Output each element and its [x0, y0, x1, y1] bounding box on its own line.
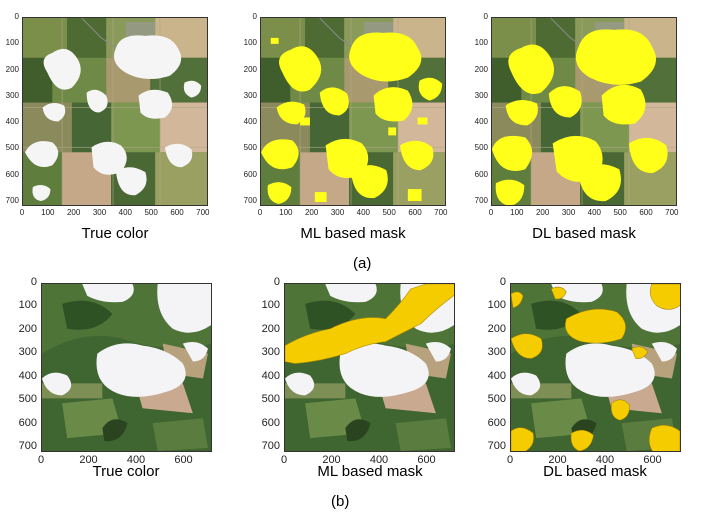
x-tick-label: 0 — [280, 454, 288, 466]
y-tick-label: 700 — [5, 195, 19, 205]
y-tick-label: 600 — [18, 416, 37, 429]
x-tick-label: 100 — [41, 208, 55, 217]
y-tick-label: 0 — [499, 276, 506, 288]
y-tick-label: 200 — [261, 322, 280, 335]
y-tick-label: 0 — [30, 276, 37, 288]
x-tick-label: 400 — [126, 454, 146, 466]
y-tick-label: 700 — [487, 440, 506, 453]
y-tick-label: 600 — [261, 416, 280, 429]
x-tick-label: 200 — [79, 454, 98, 466]
x-tick-label: 600 — [417, 454, 436, 466]
y-tick-label: 700 — [474, 195, 488, 205]
x-tick-label: 600 — [174, 454, 193, 466]
x-tick-label: 200 — [66, 208, 81, 217]
x-tick-label: 0 — [37, 454, 45, 466]
y-tick-label: 700 — [243, 195, 257, 205]
y-tick-label: 500 — [487, 393, 506, 406]
x-tick-label: 600 — [170, 208, 184, 217]
caption-b-dl-mask: DL based mask — [543, 463, 647, 480]
x-tick-label: 0 — [257, 208, 263, 217]
x-tick-label: 200 — [548, 454, 567, 466]
satellite-image-a-ml-mask — [260, 17, 446, 206]
y-tick-label: 500 — [243, 143, 257, 153]
y-tick-label: 0 — [252, 12, 257, 21]
y-tick-label: 400 — [18, 369, 37, 382]
x-tick-label: 400 — [356, 208, 371, 217]
y-tick-label: 200 — [474, 64, 488, 74]
y-tick-label: 200 — [243, 64, 257, 74]
y-tick-label: 500 — [474, 143, 488, 153]
x-tick-label: 600 — [639, 208, 653, 217]
y-tick-label: 400 — [261, 369, 280, 382]
row-b-label: (b) — [331, 493, 350, 510]
x-tick-label: 200 — [322, 454, 341, 466]
y-tick-label: 300 — [18, 346, 37, 359]
row-a-label: (a) — [353, 255, 372, 272]
y-tick-label: 100 — [487, 299, 506, 312]
x-tick-label: 300 — [561, 208, 576, 217]
x-tick-label: 400 — [369, 454, 389, 466]
y-tick-label: 600 — [474, 169, 488, 179]
y-tick-label: 300 — [487, 346, 506, 359]
satellite-image-b-true-color — [41, 283, 212, 452]
y-tick-label: 200 — [5, 64, 19, 74]
y-tick-label: 100 — [243, 38, 257, 48]
x-tick-label: 600 — [408, 208, 422, 217]
y-tick-label: 0 — [14, 12, 19, 21]
x-tick-label: 300 — [92, 208, 107, 217]
satellite-image-b-dl-mask — [510, 283, 681, 452]
satellite-image-a-true-color — [22, 17, 208, 206]
satellite-image-a-dl-mask — [491, 17, 677, 206]
x-tick-label: 400 — [118, 208, 133, 217]
caption-a-true-color: True color — [81, 225, 149, 242]
x-tick-label: 0 — [506, 454, 514, 466]
satellite-image-b-ml-mask — [284, 283, 455, 452]
y-tick-label: 300 — [5, 90, 19, 100]
x-tick-label: 200 — [535, 208, 550, 217]
caption-a-dl-mask: DL based mask — [532, 225, 636, 242]
y-tick-label: 200 — [18, 322, 37, 335]
y-tick-label: 300 — [474, 90, 488, 100]
y-tick-label: 400 — [5, 117, 19, 126]
y-tick-label: 200 — [487, 322, 506, 335]
x-tick-label: 0 — [19, 208, 25, 217]
x-tick-label: 200 — [304, 208, 319, 217]
y-tick-label: 600 — [487, 416, 506, 429]
x-tick-label: 700 — [196, 208, 210, 217]
y-tick-label: 0 — [483, 12, 488, 21]
x-tick-label: 100 — [279, 208, 293, 217]
caption-b-ml-mask: ML based mask — [317, 463, 423, 480]
caption-b-true-color: True color — [92, 463, 160, 480]
y-tick-label: 300 — [243, 90, 257, 100]
y-tick-label: 600 — [243, 169, 257, 179]
y-tick-label: 500 — [261, 393, 280, 406]
y-tick-label: 400 — [474, 117, 488, 126]
x-tick-label: 400 — [587, 208, 602, 217]
x-tick-label: 100 — [510, 208, 524, 217]
x-tick-label: 0 — [488, 208, 494, 217]
y-tick-label: 600 — [5, 169, 19, 179]
x-tick-label: 500 — [144, 208, 158, 217]
y-tick-label: 400 — [243, 117, 257, 126]
x-tick-label: 600 — [643, 454, 662, 466]
y-tick-label: 100 — [18, 299, 37, 312]
y-tick-label: 100 — [474, 38, 488, 48]
x-tick-label: 700 — [434, 208, 448, 217]
x-tick-label: 500 — [613, 208, 627, 217]
y-tick-label: 0 — [273, 276, 280, 288]
y-tick-label: 700 — [261, 440, 280, 453]
x-tick-label: 300 — [330, 208, 345, 217]
x-tick-label: 400 — [595, 454, 615, 466]
y-tick-label: 100 — [261, 299, 280, 312]
x-tick-label: 700 — [665, 208, 679, 217]
y-tick-label: 500 — [5, 143, 19, 153]
caption-a-ml-mask: ML based mask — [300, 225, 406, 242]
y-tick-label: 300 — [261, 346, 280, 359]
y-tick-label: 400 — [487, 369, 506, 382]
y-tick-label: 500 — [18, 393, 37, 406]
y-tick-label: 100 — [5, 38, 19, 48]
x-tick-label: 500 — [382, 208, 396, 217]
y-tick-label: 700 — [18, 440, 37, 453]
